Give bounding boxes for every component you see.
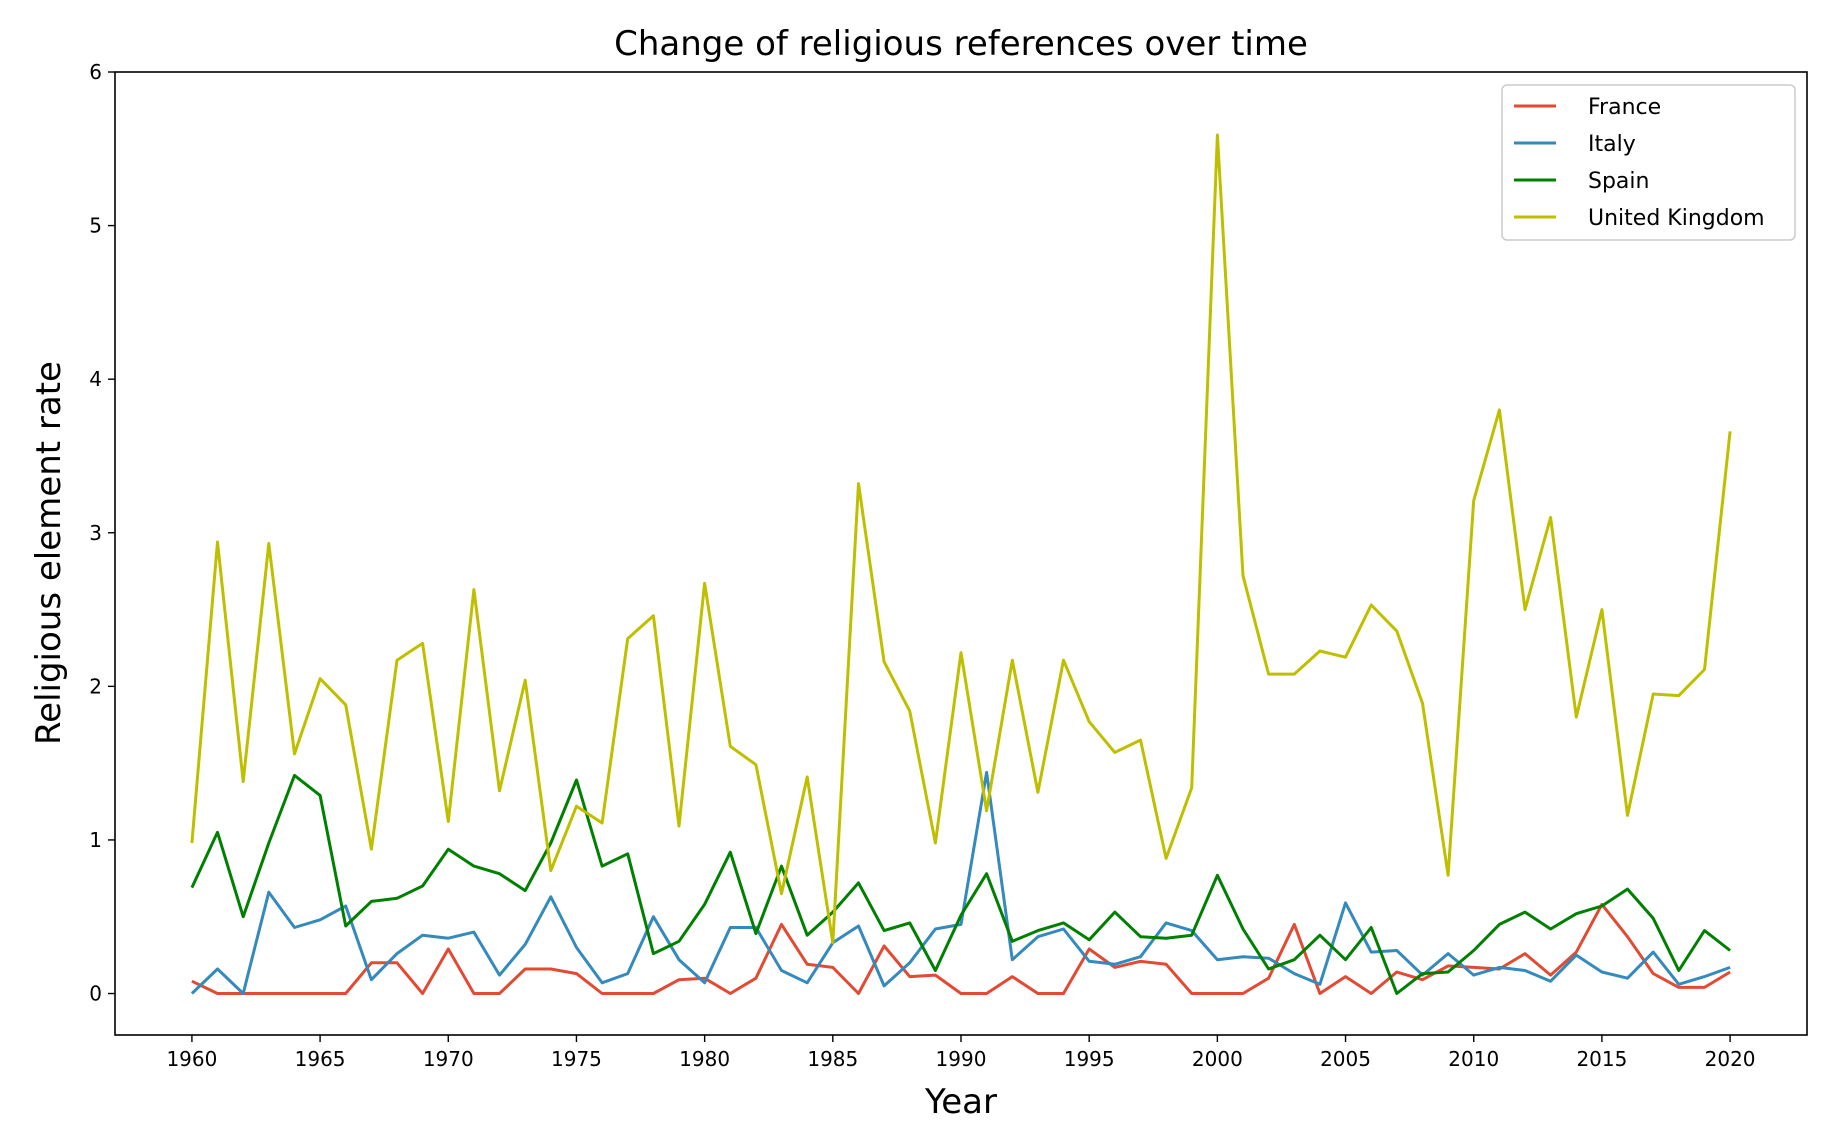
y-tick-label: 6 — [89, 60, 102, 84]
plot-area — [190, 133, 1732, 995]
series-line-spain — [190, 773, 1732, 995]
series-line-united-kingdom — [190, 133, 1732, 945]
x-tick-label: 1970 — [423, 1047, 474, 1071]
legend-label: France — [1588, 95, 1661, 120]
x-tick-label: 2005 — [1320, 1047, 1371, 1071]
y-tick-label: 2 — [89, 674, 102, 698]
y-tick-label: 0 — [89, 982, 102, 1006]
x-tick-label: 1995 — [1064, 1047, 1115, 1071]
x-tick-label: 2010 — [1448, 1047, 1499, 1071]
x-tick-label: 1960 — [166, 1047, 217, 1071]
plot-frame — [114, 71, 1808, 1036]
series-line-france — [191, 902, 1731, 995]
y-axis: 0 1 2 3 4 5 6 — [89, 60, 115, 1006]
y-tick-label: 1 — [89, 828, 102, 852]
legend-box — [1501, 84, 1796, 241]
series-line-italy — [190, 770, 1731, 995]
x-tick-label: 1965 — [295, 1047, 346, 1071]
x-axis-title: Year — [924, 1082, 997, 1122]
x-tick-label: 1990 — [936, 1047, 987, 1071]
x-tick-label: 1980 — [679, 1047, 730, 1071]
x-tick-label: 2015 — [1576, 1047, 1627, 1071]
y-axis-title: Religious element rate — [29, 361, 69, 745]
x-axis: 1960 1965 1970 1975 1980 1985 1990 1995 2000 2005… — [166, 1035, 1756, 1071]
legend-label: United Kingdom — [1588, 206, 1765, 231]
legend-label: Spain — [1588, 169, 1649, 194]
legend-label: Italy — [1588, 132, 1636, 157]
x-tick-label: 2020 — [1705, 1047, 1756, 1071]
chart-title: Change of religious references over time — [614, 24, 1308, 64]
y-tick-label: 5 — [89, 214, 102, 238]
legend: France Italy Spain United Kingdom — [1501, 84, 1796, 241]
x-tick-label: 2000 — [1192, 1047, 1243, 1071]
y-tick-label: 3 — [89, 521, 102, 545]
x-tick-label: 1985 — [807, 1047, 858, 1071]
x-tick-label: 1975 — [551, 1047, 602, 1071]
y-tick-label: 4 — [89, 367, 102, 391]
